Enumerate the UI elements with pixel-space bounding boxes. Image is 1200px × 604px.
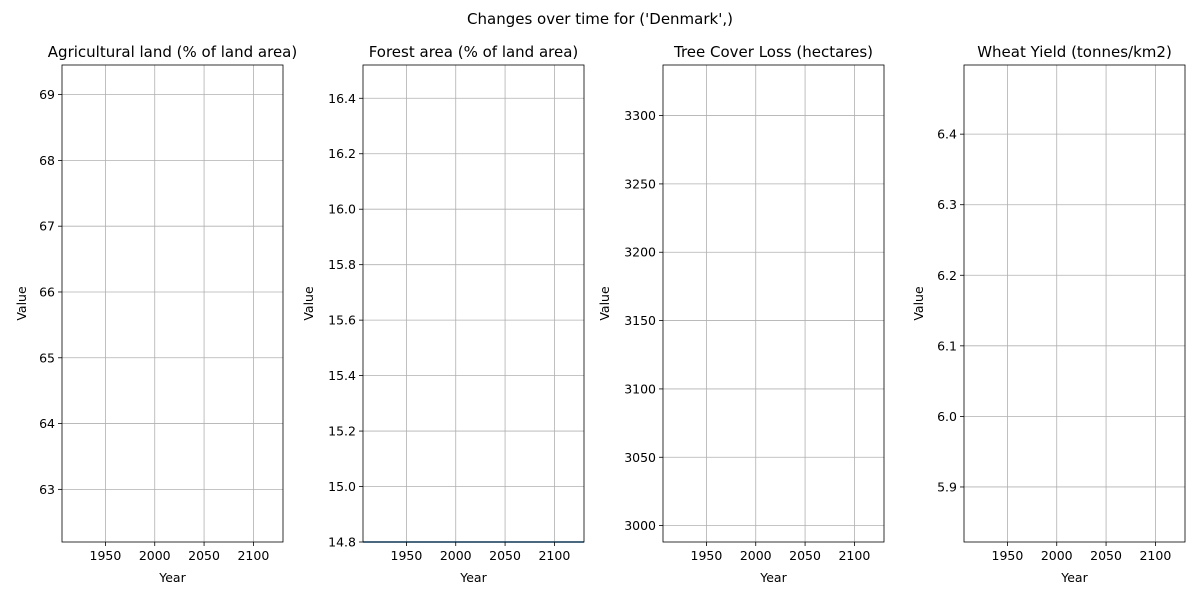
axes-frame (61, 64, 284, 543)
y-tick-label: 63 (39, 482, 55, 497)
x-axis-label: Year (459, 570, 487, 585)
subplot-title: Tree Cover Loss (hectares) (673, 43, 873, 61)
x-tick-label: 2000 (740, 548, 772, 563)
x-tick-label: 2100 (237, 548, 269, 563)
x-axis-label: Year (158, 570, 186, 585)
y-tick-label: 16.0 (328, 202, 356, 217)
x-tick-label: 2050 (789, 548, 821, 563)
y-tick-label: 6.3 (937, 197, 957, 212)
y-tick-label: 69 (39, 87, 55, 102)
y-tick-label: 68 (39, 153, 55, 168)
y-tick-label: 3150 (624, 313, 656, 328)
y-axis-label: Value (301, 286, 316, 321)
x-axis-label: Year (759, 570, 787, 585)
subplot-title: Forest area (% of land area) (369, 43, 579, 61)
x-tick-label: 1950 (391, 548, 423, 563)
y-axis-label: Value (911, 286, 926, 321)
y-tick-label: 3200 (624, 245, 656, 260)
y-tick-label: 15.0 (328, 479, 356, 494)
x-tick-label: 2100 (1139, 548, 1171, 563)
figure-suptitle: Changes over time for ('Denmark',) (467, 10, 733, 28)
y-tick-label: 3250 (624, 176, 656, 191)
y-axis-label: Value (597, 286, 612, 321)
x-tick-label: 2000 (1041, 548, 1073, 563)
y-tick-label: 6.2 (937, 268, 957, 283)
y-tick-label: 3000 (624, 518, 656, 533)
x-tick-label: 2100 (838, 548, 870, 563)
x-tick-label: 1950 (90, 548, 122, 563)
y-tick-label: 5.9 (937, 479, 957, 494)
y-axis-label: Value (14, 286, 29, 321)
y-tick-label: 6.0 (937, 409, 957, 424)
x-tick-label: 2000 (440, 548, 472, 563)
y-tick-label: 6.1 (937, 338, 957, 353)
y-tick-label: 3100 (624, 381, 656, 396)
axes-frame (963, 64, 1186, 543)
y-tick-label: 16.2 (328, 146, 356, 161)
x-tick-label: 1950 (691, 548, 723, 563)
y-tick-label: 3050 (624, 450, 656, 465)
axes-frame (662, 64, 885, 543)
subplot-title: Wheat Yield (tonnes/km2) (977, 43, 1172, 61)
y-tick-label: 14.8 (328, 535, 356, 550)
y-tick-label: 16.4 (328, 91, 356, 106)
y-tick-label: 15.4 (328, 368, 356, 383)
x-tick-label: 2050 (188, 548, 220, 563)
x-tick-label: 2050 (489, 548, 521, 563)
x-tick-label: 2000 (139, 548, 171, 563)
subplot-title: Agricultural land (% of land area) (48, 43, 297, 61)
y-tick-label: 3300 (624, 108, 656, 123)
x-tick-label: 2050 (1090, 548, 1122, 563)
x-axis-label: Year (1060, 570, 1088, 585)
y-tick-label: 15.8 (328, 257, 356, 272)
x-tick-label: 2100 (538, 548, 570, 563)
y-tick-label: 65 (39, 350, 55, 365)
y-tick-label: 64 (39, 416, 55, 431)
y-tick-label: 15.2 (328, 424, 356, 439)
y-tick-label: 15.6 (328, 313, 356, 328)
y-tick-label: 67 (39, 219, 55, 234)
y-tick-label: 66 (39, 284, 55, 299)
axes-frame (362, 64, 585, 543)
y-tick-label: 6.4 (937, 127, 957, 142)
x-tick-label: 1950 (992, 548, 1024, 563)
